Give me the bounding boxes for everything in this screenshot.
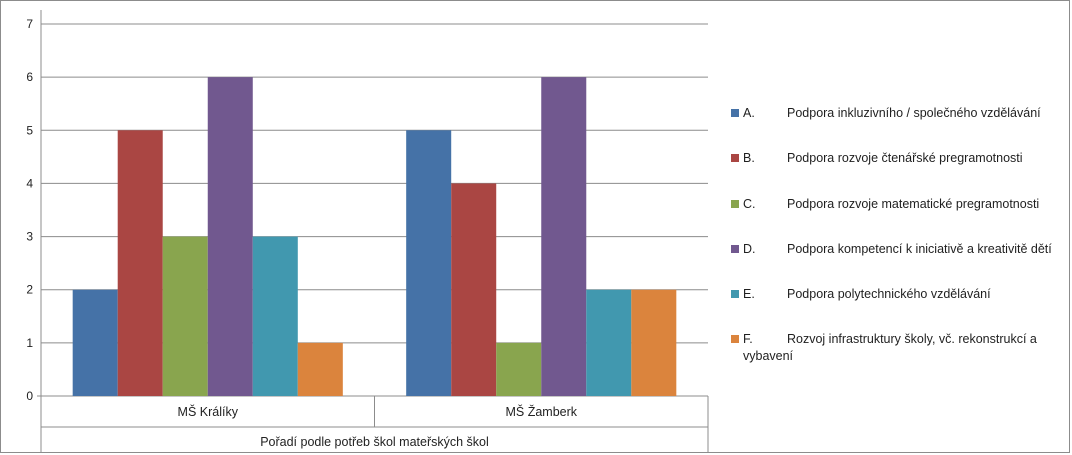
y-tick-label: 7 [26,17,33,31]
bar-b [117,130,163,397]
legend-swatch [731,290,739,298]
legend-letter: C. [743,197,756,211]
legend-letter: F. [743,332,753,346]
legend-label: F. Rozvoj infrastruktury školy, vč. rekon… [743,331,1072,365]
legend-label: Podpora rozvoje čtenářské pregramotnosti [787,151,1023,165]
legend-letter: D. [743,242,756,256]
bar-b [451,183,497,396]
bar-e [252,236,298,396]
bar-d [207,77,253,397]
legend-label: Podpora kompetencí k iniciativě a kreati… [787,242,1052,256]
y-tick-label: 3 [26,230,33,244]
group-axis-label: Pořadí podle potřeb škol mateřských škol [260,435,489,449]
legend-swatch [731,335,739,343]
y-tick-label: 1 [26,336,33,350]
legend-letter: E. [743,287,755,301]
bar-f [631,289,677,396]
category-label: MŠ Žamberk [505,404,577,419]
legend-letter: B. [743,151,755,165]
bar-a [406,130,452,397]
legend-swatch [731,200,739,208]
bar-chart: 0 1 2 3 4 5 6 7 MŠ Králíky MŠ Žamberk Pořadí podle… [26,10,709,453]
y-tick-label: 2 [26,283,33,297]
bar-e [586,289,632,396]
bar-f [297,342,343,396]
bar-a [72,289,118,396]
y-tick-label: 6 [26,70,33,84]
legend-label: Podpora inkluzivního / společného vzdělá… [787,106,1041,120]
legend-swatch [731,154,739,162]
legend-letter: A. [743,106,755,120]
y-tick-label: 4 [26,176,33,190]
bar-c [496,342,542,396]
y-tick-label: 5 [26,123,33,137]
category-label: MŠ Králíky [178,404,239,419]
bar-c [162,236,208,396]
bar-d [541,77,587,397]
legend-swatch [731,245,739,253]
legend-label: Podpora polytechnického vzdělávání [787,287,991,301]
y-tick-label: 0 [26,389,33,403]
legend-label: Podpora rozvoje matematické pregramotnos… [787,197,1040,211]
legend-swatch [731,109,739,117]
legend-label-text: Rozvoj infrastruktury školy, vč. rekonst… [743,332,1037,363]
